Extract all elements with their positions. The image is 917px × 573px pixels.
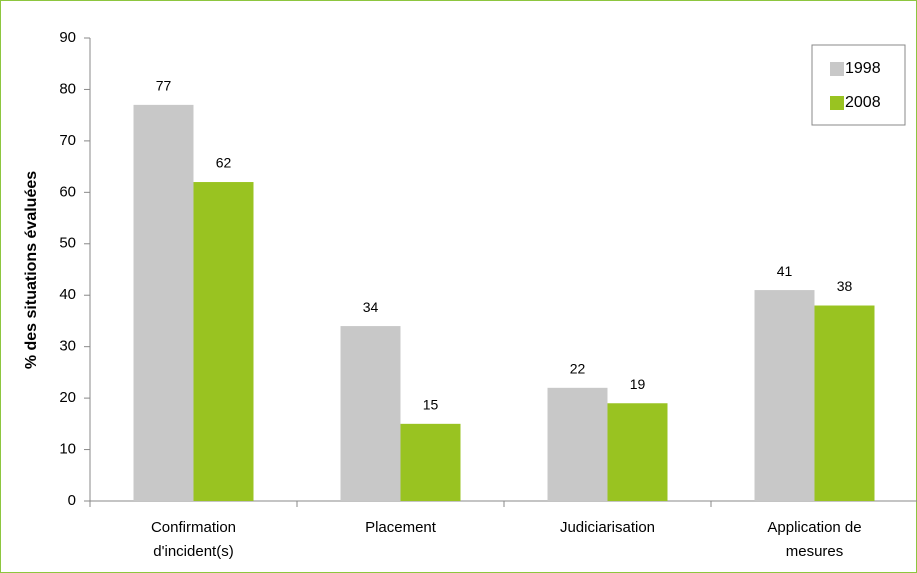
y-tick-label: 30	[59, 338, 76, 355]
y-tick-label: 40	[59, 286, 76, 303]
bar	[814, 305, 875, 501]
y-tick-label: 10	[59, 441, 76, 458]
bar	[340, 326, 401, 501]
y-tick-label: 0	[68, 492, 76, 509]
x-tick-label: mesures	[786, 543, 844, 560]
y-tick-label: 80	[59, 80, 76, 97]
legend-label: 2008	[845, 94, 881, 111]
y-tick-label: 20	[59, 389, 76, 406]
value-label: 19	[630, 376, 646, 392]
bar	[133, 104, 194, 501]
x-tick-label: d'incident(s)	[153, 543, 233, 560]
bar	[193, 182, 254, 502]
y-tick-label: 50	[59, 235, 76, 252]
legend-box	[811, 44, 906, 126]
legend-label: 1998	[845, 60, 881, 77]
bar	[547, 387, 608, 501]
value-label: 77	[156, 78, 172, 94]
y-tick-label: 70	[59, 132, 76, 149]
legend-swatch	[830, 96, 844, 110]
value-label: 22	[570, 361, 586, 377]
y-tick-label: 60	[59, 183, 76, 200]
y-tick-label: 90	[59, 29, 76, 46]
value-label: 62	[216, 155, 232, 171]
value-label: 41	[777, 263, 793, 279]
bar	[607, 403, 668, 501]
bar	[400, 423, 461, 501]
y-axis-label: % des situations évaluées	[23, 171, 40, 369]
x-tick-label: Confirmation	[151, 519, 236, 536]
value-label: 15	[423, 397, 439, 413]
x-tick-label: Placement	[365, 519, 437, 536]
value-label: 34	[363, 299, 379, 315]
bar	[754, 290, 815, 501]
x-tick-label: Judiciarisation	[560, 519, 655, 536]
value-label: 38	[837, 278, 853, 294]
x-tick-label: Application de	[767, 519, 861, 536]
legend-swatch	[830, 62, 844, 76]
